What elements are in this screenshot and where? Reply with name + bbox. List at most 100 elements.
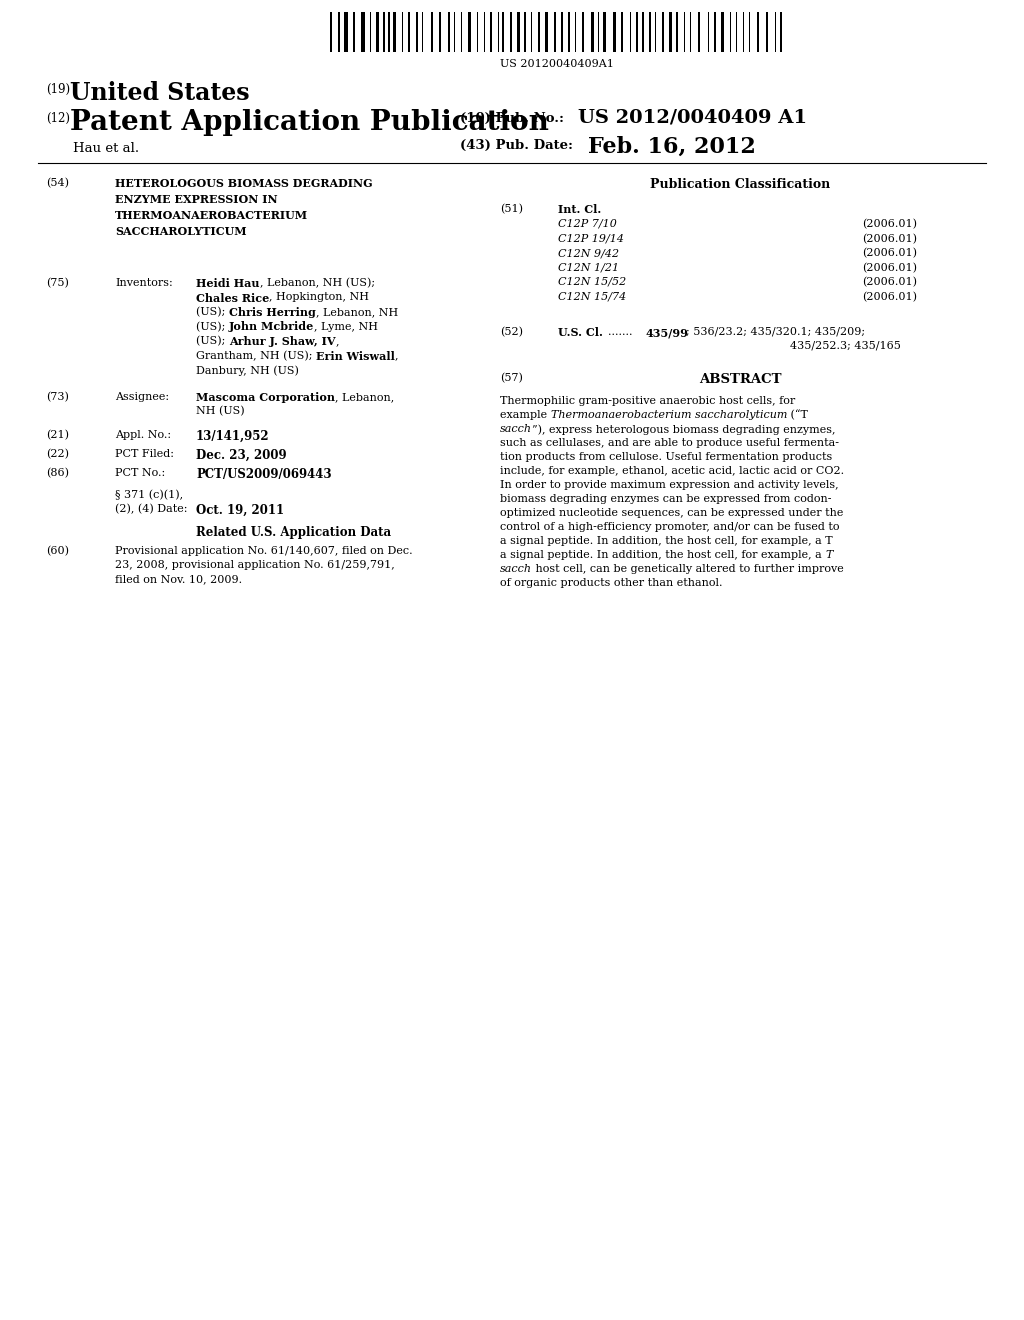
Text: Grantham, NH (US);: Grantham, NH (US); <box>196 351 316 360</box>
Text: optimized nucleotide sequences, can be expressed under the: optimized nucleotide sequences, can be e… <box>500 508 844 517</box>
Bar <box>476 12 478 51</box>
Bar <box>524 12 525 51</box>
Bar <box>758 12 759 51</box>
Text: (10) Pub. No.:: (10) Pub. No.: <box>460 112 564 125</box>
Text: Appl. No.:: Appl. No.: <box>115 430 171 440</box>
Text: tion products from cellulose. Useful fermentation products: tion products from cellulose. Useful fer… <box>500 451 833 462</box>
Text: (86): (86) <box>46 469 69 478</box>
Text: (2006.01): (2006.01) <box>862 234 918 244</box>
Bar <box>338 12 340 51</box>
Text: Arhur J. Shaw, IV: Arhur J. Shaw, IV <box>229 337 336 347</box>
Text: John Mcbride: John Mcbride <box>229 322 314 333</box>
Text: C12N 15/74: C12N 15/74 <box>558 292 627 301</box>
Bar <box>416 12 418 51</box>
Text: , Lebanon,: , Lebanon, <box>335 392 394 403</box>
Bar <box>642 12 644 51</box>
Bar <box>431 12 433 51</box>
Text: PCT Filed:: PCT Filed: <box>115 449 174 459</box>
Bar <box>613 12 615 51</box>
Bar <box>662 12 665 51</box>
Text: (22): (22) <box>46 449 69 459</box>
Text: sacch: sacch <box>500 424 532 434</box>
Bar <box>636 12 638 51</box>
Text: C12N 1/21: C12N 1/21 <box>558 263 620 272</box>
Text: (2), (4) Date:: (2), (4) Date: <box>115 504 187 515</box>
Text: HETEROLOGOUS BIOMASS DEGRADING
ENZYME EXPRESSION IN
THERMOANAEROBACTERIUM
SACCHA: HETEROLOGOUS BIOMASS DEGRADING ENZYME EX… <box>115 178 373 236</box>
Text: C12P 7/10: C12P 7/10 <box>558 219 616 228</box>
Text: (54): (54) <box>46 178 69 189</box>
Bar <box>503 12 504 51</box>
Text: a signal peptide. In addition, the host cell, for example, a T: a signal peptide. In addition, the host … <box>500 536 833 546</box>
Text: (75): (75) <box>46 279 69 288</box>
Bar <box>649 12 651 51</box>
Text: host cell, can be genetically altered to further improve: host cell, can be genetically altered to… <box>532 564 844 574</box>
Text: ,: , <box>395 351 398 360</box>
Text: biomass degrading enzymes can be expressed from codon-: biomass degrading enzymes can be express… <box>500 494 831 504</box>
Text: (19): (19) <box>46 83 70 96</box>
Bar <box>749 12 751 51</box>
Text: Hau et al.: Hau et al. <box>73 143 139 154</box>
Bar <box>697 12 699 51</box>
Bar <box>353 12 354 51</box>
Text: ABSTRACT: ABSTRACT <box>698 374 781 385</box>
Text: (2006.01): (2006.01) <box>862 292 918 302</box>
Text: (“T: (“T <box>787 411 808 421</box>
Text: Assignee:: Assignee: <box>115 392 169 403</box>
Bar <box>554 12 556 51</box>
Text: PCT No.:: PCT No.: <box>115 469 165 478</box>
Text: , Lyme, NH: , Lyme, NH <box>314 322 378 331</box>
Bar <box>714 12 716 51</box>
Text: C12N 15/52: C12N 15/52 <box>558 277 627 286</box>
Bar <box>344 12 348 51</box>
Text: , Hopkington, NH: , Hopkington, NH <box>269 293 370 302</box>
Bar <box>388 12 390 51</box>
Text: U.S. Cl.: U.S. Cl. <box>558 327 603 338</box>
Text: (57): (57) <box>500 374 523 383</box>
Bar <box>376 12 379 51</box>
Bar <box>516 12 520 51</box>
Bar <box>568 12 570 51</box>
Text: Related U.S. Application Data: Related U.S. Application Data <box>196 525 391 539</box>
Text: (US);: (US); <box>196 308 229 317</box>
Text: of organic products other than ethanol.: of organic products other than ethanol. <box>500 578 723 587</box>
Text: (2006.01): (2006.01) <box>862 277 918 288</box>
Bar <box>561 12 563 51</box>
Text: (60): (60) <box>46 546 69 556</box>
Text: (US);: (US); <box>196 322 229 331</box>
Bar <box>449 12 451 51</box>
Text: T: T <box>825 550 833 560</box>
Text: 435/252.3; 435/165: 435/252.3; 435/165 <box>790 341 901 351</box>
Text: include, for example, ethanol, acetic acid, lactic acid or CO2.: include, for example, ethanol, acetic ac… <box>500 466 844 477</box>
Text: NH (US): NH (US) <box>196 407 245 416</box>
Text: 435/99: 435/99 <box>646 327 689 338</box>
Text: , Lebanon, NH (US);: , Lebanon, NH (US); <box>259 279 375 288</box>
Text: ,: , <box>336 337 339 346</box>
Bar <box>401 12 403 51</box>
Bar <box>582 12 584 51</box>
Text: Patent Application Publication: Patent Application Publication <box>70 110 549 136</box>
Text: PCT/US2009/069443: PCT/US2009/069443 <box>196 469 332 480</box>
Text: .......: ....... <box>608 327 633 337</box>
Text: Inventors:: Inventors: <box>115 279 173 288</box>
Text: Erin Wiswall: Erin Wiswall <box>316 351 395 362</box>
Text: Publication Classification: Publication Classification <box>650 178 830 191</box>
Text: ; 536/23.2; 435/320.1; 435/209;: ; 536/23.2; 435/320.1; 435/209; <box>686 327 865 337</box>
Text: US 20120040409A1: US 20120040409A1 <box>500 59 614 69</box>
Text: Danbury, NH (US): Danbury, NH (US) <box>196 366 299 376</box>
Text: US 2012/0040409 A1: US 2012/0040409 A1 <box>578 110 807 127</box>
Bar <box>393 12 396 51</box>
Bar <box>439 12 440 51</box>
Bar <box>684 12 685 51</box>
Text: Provisional application No. 61/140,607, filed on Dec.
23, 2008, provisional appl: Provisional application No. 61/140,607, … <box>115 546 413 583</box>
Text: (52): (52) <box>500 327 523 338</box>
Text: Thermoanaerobacterium saccharolyticum: Thermoanaerobacterium saccharolyticum <box>551 411 787 420</box>
Text: a signal peptide. In addition, the host cell, for example, a: a signal peptide. In addition, the host … <box>500 550 825 560</box>
Text: (21): (21) <box>46 430 69 441</box>
Bar <box>538 12 540 51</box>
Bar <box>510 12 512 51</box>
Bar <box>669 12 672 51</box>
Bar <box>603 12 606 51</box>
Bar <box>408 12 410 51</box>
Text: In order to provide maximum expression and activity levels,: In order to provide maximum expression a… <box>500 480 839 490</box>
Bar <box>721 12 724 51</box>
